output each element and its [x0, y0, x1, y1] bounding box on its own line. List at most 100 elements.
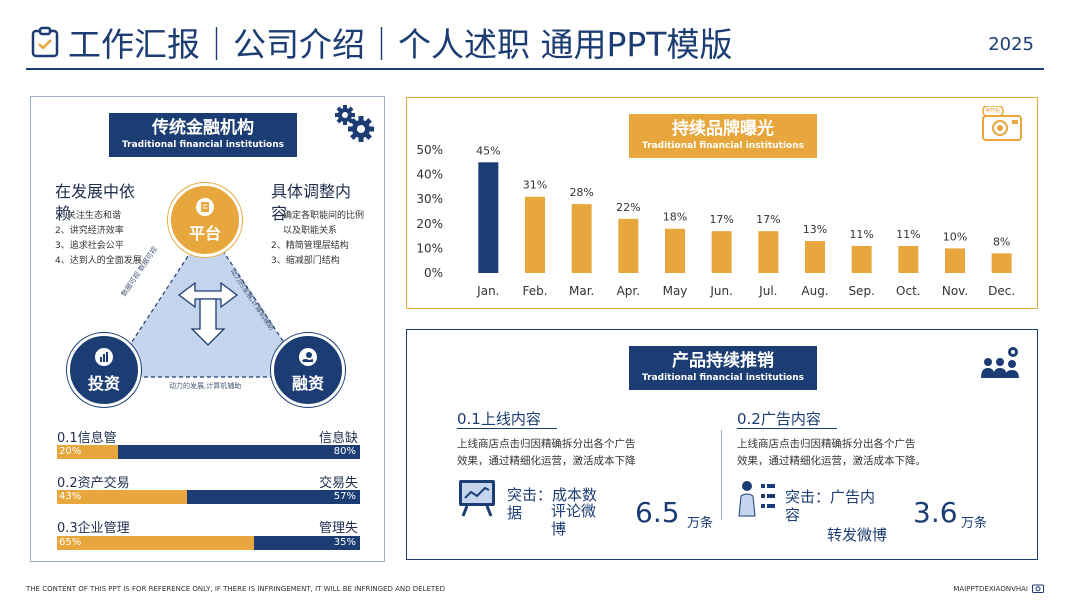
data-label: 18%	[663, 211, 687, 224]
online-unit: 万条	[687, 516, 714, 531]
camera-icon: 神开始	[981, 105, 1023, 142]
highlight-text: 转发微博	[827, 526, 888, 544]
heading-underline	[737, 428, 837, 429]
x-tick-label: Mar.	[569, 284, 594, 298]
progress-left-pct: 65%	[59, 537, 82, 548]
progress-label: 0.1信息管	[57, 431, 117, 446]
bar	[711, 231, 732, 273]
chart-icon	[95, 347, 113, 366]
x-tick-label: Oct.	[896, 284, 921, 298]
progress-label: 0.2资产交易	[57, 476, 130, 491]
panel-title: 传统金融机构	[152, 118, 254, 138]
y-tick-label: 30%	[416, 192, 443, 206]
page-title: 工作汇报｜公司介绍｜个人述职 通用PPT模版	[68, 25, 733, 64]
highlight-text: 突击：广告内	[785, 488, 876, 506]
bar	[665, 228, 685, 273]
bar	[805, 241, 825, 273]
ad-number: 3.6	[913, 496, 958, 529]
bar	[571, 204, 592, 273]
data-label: 45%	[476, 144, 500, 157]
bar	[618, 218, 639, 273]
brand-exposure-panel: 0% 10% 20% 30% 40% 50% 45% Jan. 31% Feb. 28% Mar. 22…	[406, 97, 1038, 309]
traditional-finance-panel: 传统金融机构 Traditional financial institution…	[30, 96, 385, 562]
panel-subtitle: Traditional financial institutions	[641, 141, 804, 151]
y-tick-label: 50%	[416, 143, 443, 157]
gears-icon	[335, 105, 374, 142]
x-tick-label: Nov.	[942, 284, 968, 298]
left-col-heading: 在发展中依赖	[55, 182, 136, 223]
triangle-diagram	[108, 226, 308, 378]
right-col-heading: 具体调整内容	[271, 182, 352, 223]
progress-bar: 20% 80%	[57, 445, 360, 459]
x-tick-label: Apr.	[617, 284, 640, 298]
bar	[898, 245, 919, 273]
list-item: 3、追求社会公平	[55, 241, 124, 251]
person-list-icon	[738, 481, 775, 517]
platform-label: 平台	[188, 223, 221, 243]
header: 工作汇报｜公司介绍｜个人述职 通用PPT模版 2025	[0, 0, 1080, 72]
progress-right-pct: 35%	[333, 537, 356, 548]
x-tick-label: Aug.	[801, 284, 828, 298]
progress-fill	[57, 536, 254, 550]
progress-label: 0.3企业管理	[57, 521, 130, 536]
desc-line: 效果，通过精细化运营，激活成本下降。	[737, 455, 926, 467]
progress-right-pct: 57%	[333, 491, 356, 502]
progress-right-pct: 80%	[333, 446, 356, 457]
y-tick-label: 0%	[424, 266, 443, 280]
bar	[758, 231, 779, 273]
list-item: 确定各职能间的比例以及职能关系	[283, 211, 365, 236]
y-tick-label: 20%	[416, 217, 443, 231]
desc-line: 效果，通过精细化运营，激活成本下降	[457, 455, 636, 467]
footer-brand: MAIPPTDEXIAONVHAI	[953, 585, 1028, 593]
progress-fill	[57, 445, 118, 459]
data-label: 8%	[993, 235, 1010, 248]
heading-underline	[457, 428, 557, 429]
ad-content-heading: 0.2广告内容	[737, 410, 821, 428]
camera-icon	[1032, 584, 1044, 593]
bar	[525, 196, 545, 273]
y-tick-label: 10%	[416, 241, 443, 255]
bar	[945, 248, 965, 273]
x-tick-label: Sep.	[848, 284, 874, 298]
money-hand-icon	[299, 347, 317, 366]
financing-circle: 融资	[271, 333, 345, 407]
highlight-text: 容	[785, 506, 801, 524]
x-tick-label: Jul.	[758, 284, 777, 298]
bar-chart: 0% 10% 20% 30% 40% 50% 45% Jan. 31% Feb. 28% Mar. 22…	[416, 143, 1015, 298]
bar	[851, 245, 872, 273]
online-content-desc: 上线商店点击归因精确拆分出各个广告 效果，通过精细化运营，激活成本下降	[457, 436, 717, 470]
bar	[991, 253, 1012, 273]
platform-circle: 平台	[168, 183, 242, 257]
ad-unit: 万条	[961, 516, 988, 531]
panel-title-box: 持续品牌曝光 Traditional financial institution…	[629, 114, 817, 158]
online-content-heading: 0.1上线内容	[457, 410, 541, 428]
x-tick-label: Dec.	[988, 284, 1015, 298]
progress-right-label: 交易失	[318, 476, 358, 491]
highlight-text: 突击：成本数	[507, 486, 598, 504]
data-label: 22%	[616, 201, 640, 214]
y-tick-label: 40%	[416, 168, 443, 182]
footer-disclaimer: THE CONTENT OF THIS PPT IS FOR REFERENCE…	[26, 585, 445, 593]
x-tick-label: Feb.	[522, 284, 547, 298]
data-label: 28%	[569, 186, 593, 199]
highlight-text: 博	[551, 520, 567, 538]
triangle-bottom-text: 动力的发展,计算机辅助	[169, 382, 242, 390]
panel-subtitle: Traditional financial institutions	[121, 140, 284, 150]
panel-title-box: 产品持续推销 Traditional financial institution…	[629, 346, 817, 390]
vertical-divider	[721, 430, 722, 520]
data-label: 17%	[756, 213, 780, 226]
progress-fill	[57, 490, 188, 504]
document-icon	[196, 197, 214, 216]
bar	[478, 162, 499, 273]
highlight-text: 据	[507, 504, 523, 522]
progress-right-label: 管理失	[318, 521, 358, 536]
presentation-icon	[459, 480, 495, 517]
left-col-list: 关注生态和谐 2、讲究经济效率 3、追求社会公平 4、达到人的全面发展	[55, 209, 175, 269]
online-number: 6.5	[635, 496, 680, 529]
data-label: 11%	[849, 228, 873, 241]
data-label: 11%	[896, 228, 920, 241]
data-label: 31%	[523, 179, 547, 192]
panel-title: 产品持续推销	[672, 351, 774, 371]
right-col-list: 确定各职能间的比例以及职能关系 2、精简管理层结构 3、缩减部门结构	[271, 209, 371, 269]
list-item: 2、精简管理层结构	[271, 241, 349, 251]
